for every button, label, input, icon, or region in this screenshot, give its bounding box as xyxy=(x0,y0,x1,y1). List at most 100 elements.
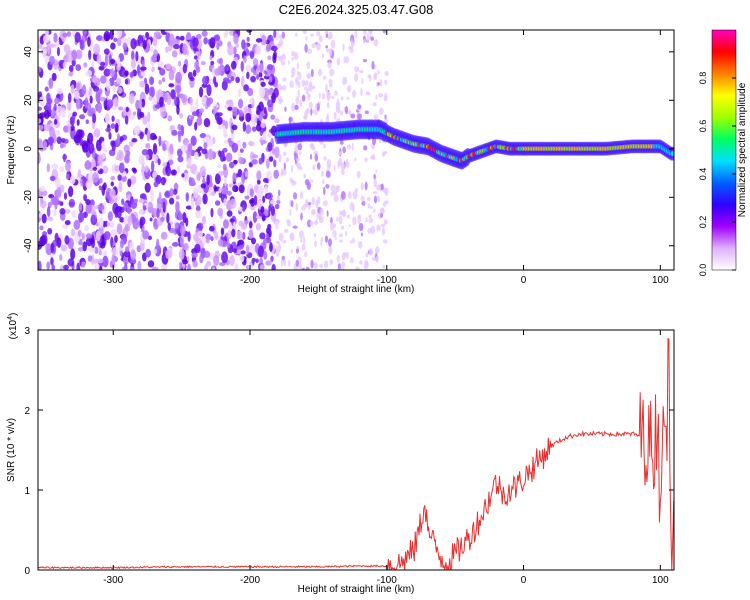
snr-y-multiplier-exp: 4 xyxy=(7,316,14,320)
heatmap-noise-cell xyxy=(291,102,296,112)
heatmap-noise-cell xyxy=(193,187,199,199)
heatmap-noise-cell xyxy=(53,32,58,43)
heatmap-noise-cell xyxy=(175,195,180,200)
heatmap-noise-cell xyxy=(135,50,139,62)
heatmap-noise-cell xyxy=(336,118,341,123)
heatmap-noise-cell xyxy=(277,189,281,197)
heatmap-noise-cell xyxy=(49,55,55,66)
heatmap-noise-cell xyxy=(128,140,134,147)
heatmap-x-tick-label: -200 xyxy=(240,275,260,286)
heatmap-noise-cell xyxy=(258,157,263,165)
heatmap-noise-cell xyxy=(157,91,164,97)
heatmap-noise-cell xyxy=(122,255,129,265)
heatmap-noise-cell xyxy=(232,106,239,117)
heatmap-noise-cell xyxy=(266,99,274,108)
heatmap-noise-cell xyxy=(340,225,345,230)
heatmap-noise-cell xyxy=(88,49,92,60)
heatmap-noise-cell xyxy=(93,43,101,55)
heatmap-noise-cell xyxy=(155,238,160,251)
heatmap-noise-cell xyxy=(185,205,193,210)
heatmap-x-tick-label: -100 xyxy=(377,275,397,286)
heatmap-noise-cell xyxy=(174,222,180,230)
heatmap-noise-cell xyxy=(246,71,250,80)
heatmap-noise-cell xyxy=(230,75,235,82)
heatmap-noise-cell xyxy=(75,98,81,110)
heatmap-noise-cell xyxy=(373,179,377,188)
heatmap-noise-cell xyxy=(384,187,389,197)
heatmap-noise-cell xyxy=(254,44,262,56)
heatmap-noise-cell xyxy=(329,68,335,77)
heatmap-noise-cell xyxy=(195,205,201,212)
heatmap-noise-cell xyxy=(334,236,337,241)
heatmap-noise-cell xyxy=(384,200,389,204)
heatmap-noise-cell xyxy=(96,53,102,65)
heatmap-noise-cell xyxy=(41,213,47,224)
heatmap-noise-cell xyxy=(85,199,91,205)
heatmap-noise-cell xyxy=(337,160,340,169)
heatmap-noise-cell xyxy=(211,66,216,77)
heatmap-noise-cell xyxy=(248,261,253,270)
heatmap-noise-cell xyxy=(325,45,329,49)
heatmap-noise-cell xyxy=(234,263,239,270)
heatmap-noise-cell xyxy=(195,210,202,219)
heatmap-noise-cell xyxy=(50,242,54,254)
heatmap-noise-cell xyxy=(97,203,105,211)
heatmap-noise-cell xyxy=(81,84,87,95)
heatmap-noise-cell xyxy=(380,212,383,219)
heatmap-noise-cell xyxy=(75,49,83,60)
heatmap-noise-cell xyxy=(377,70,380,75)
heatmap-noise-cell xyxy=(201,30,208,37)
heatmap-noise-cell xyxy=(341,252,346,261)
heatmap-noise-cell xyxy=(105,79,111,92)
heatmap-noise-cell xyxy=(282,77,287,82)
heatmap-noise-cell xyxy=(157,158,161,166)
heatmap-noise-cell xyxy=(229,198,237,209)
heatmap-noise-cell xyxy=(103,48,110,55)
heatmap-noise-cell xyxy=(65,160,71,172)
heatmap-noise-cell xyxy=(259,264,265,270)
heatmap-noise-cell xyxy=(211,266,216,270)
heatmap-noise-cell xyxy=(340,96,344,101)
heatmap-noise-cell xyxy=(292,180,297,186)
heatmap-noise-cell xyxy=(47,136,55,145)
heatmap-noise-cell xyxy=(39,96,46,107)
heatmap-noise-cell xyxy=(108,197,115,204)
heatmap-noise-cell xyxy=(62,153,67,163)
heatmap-noise-cell xyxy=(75,82,81,91)
heatmap-noise-cell xyxy=(66,31,72,37)
heatmap-noise-cell xyxy=(352,216,357,226)
heatmap-noise-cell xyxy=(275,247,280,257)
heatmap-noise-cell xyxy=(250,159,258,165)
heatmap-noise-cell xyxy=(250,197,255,207)
heatmap-noise-cell xyxy=(276,195,281,201)
heatmap-noise-cell xyxy=(168,44,173,52)
heatmap-noise-cell xyxy=(63,44,71,53)
heatmap-noise-cell xyxy=(113,96,119,107)
heatmap-noise-cell xyxy=(117,174,122,181)
heatmap-noise-cell xyxy=(266,192,273,200)
heatmap-noise-cell xyxy=(119,216,125,223)
heatmap-noise-cell xyxy=(274,220,279,230)
heatmap-noise-cell xyxy=(85,119,89,124)
heatmap-noise-cell xyxy=(333,111,337,120)
heatmap-noise-cell xyxy=(180,225,186,236)
heatmap-noise-cell xyxy=(282,151,287,157)
heatmap-noise-cell xyxy=(67,92,72,103)
heatmap-noise-cell xyxy=(309,220,314,226)
heatmap-noise-cell xyxy=(295,162,301,166)
heatmap-noise-cell xyxy=(160,176,166,186)
heatmap-noise-cell xyxy=(194,243,201,253)
heatmap-noise-cell xyxy=(220,227,225,236)
heatmap-noise-cell xyxy=(160,231,168,240)
heatmap-noise-cell xyxy=(201,83,208,88)
heatmap-noise-cell xyxy=(364,110,369,115)
heatmap-noise-cell xyxy=(174,95,178,106)
heatmap-noise-cell xyxy=(357,113,362,120)
heatmap-noise-cell xyxy=(360,232,363,237)
heatmap-noise-cell xyxy=(253,64,258,70)
heatmap-noise-cell xyxy=(221,251,228,264)
heatmap-noise-cell xyxy=(290,74,295,78)
heatmap-noise-cell xyxy=(346,214,350,219)
heatmap-noise-cell xyxy=(83,194,88,202)
heatmap-noise-cell xyxy=(105,115,111,124)
